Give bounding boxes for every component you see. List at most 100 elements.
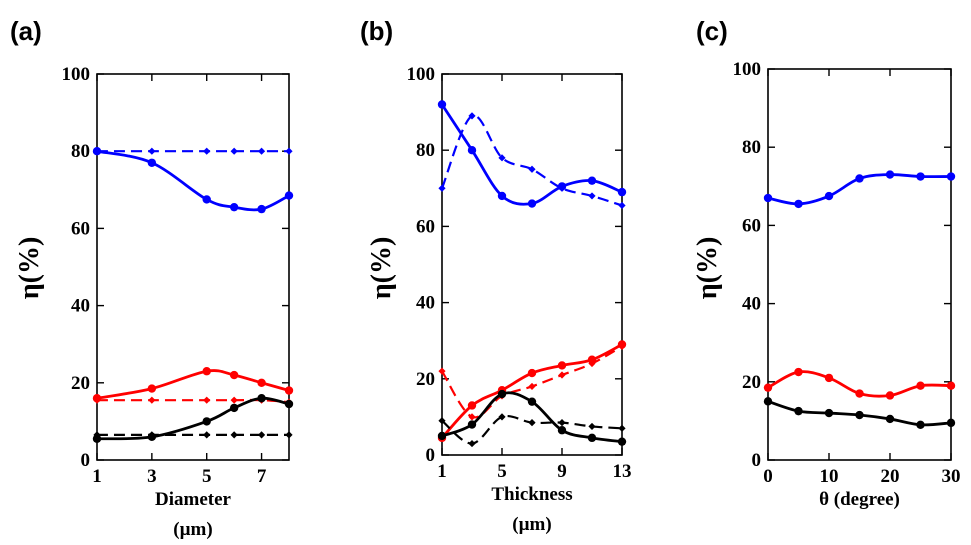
data-point [855, 174, 864, 183]
panel-c: (c) 0 20 40 60 80 100 0 10 20 30 θ (degree) η(%) [692, 16, 961, 510]
panel-a: (a) 0 20 40 60 80 100 1 3 5 7 Diameter (µm) η(%) [10, 16, 294, 540]
data-point [93, 396, 101, 404]
y-tick-label: 20 [416, 369, 435, 390]
data-point [437, 100, 447, 109]
data-point [257, 431, 266, 439]
y-tick-label: 20 [71, 373, 90, 394]
data-point [438, 367, 446, 375]
series-line [96, 149, 290, 212]
axes-frame [767, 68, 952, 461]
data-point [946, 381, 956, 390]
data-point [794, 367, 803, 377]
data-point [528, 382, 536, 391]
y-tick-label: 0 [81, 450, 91, 471]
data-point [468, 112, 476, 120]
y-tick-label: 40 [742, 294, 761, 315]
data-point [93, 147, 101, 155]
data-point [468, 413, 476, 421]
x-tick-label: 13 [613, 461, 632, 482]
data-point [498, 154, 506, 162]
y-axis-label: η(%) [692, 237, 723, 300]
data-point [437, 431, 447, 441]
data-point [203, 431, 211, 439]
x-axis-label: θ (degree) [819, 489, 900, 510]
x-axis-label: Diameter [155, 489, 232, 510]
data-point [438, 184, 446, 192]
data-point [617, 187, 627, 197]
panel-b: (b) 0 20 40 60 80 100 1 5 9 13 Thickness (µm) η(%) [360, 16, 632, 535]
data-point [617, 437, 627, 446]
data-point [824, 373, 834, 383]
data-point [203, 147, 211, 155]
data-point [588, 192, 596, 200]
data-point [557, 361, 567, 370]
x-axis-label: (µm) [173, 519, 212, 540]
data-point [558, 371, 566, 379]
data-point [916, 381, 925, 390]
data-point [229, 370, 239, 380]
data-point [284, 399, 294, 409]
data-point [467, 401, 477, 410]
data-point [855, 410, 864, 420]
data-point [284, 386, 294, 395]
panel-label: (c) [696, 16, 728, 46]
x-tick-label: 30 [942, 466, 961, 487]
data-point [257, 378, 266, 387]
y-tick-label: 80 [742, 137, 761, 158]
x-tick-label: 20 [881, 466, 900, 487]
data-point [557, 426, 567, 435]
data-point [498, 413, 506, 421]
data-point [763, 383, 773, 392]
y-tick-label: 100 [407, 64, 436, 85]
data-point [528, 419, 536, 427]
data-point [885, 414, 895, 424]
y-tick-label: 40 [416, 293, 435, 314]
data-point [794, 406, 803, 416]
data-point [468, 439, 476, 448]
data-point [527, 199, 537, 208]
data-point [229, 202, 239, 212]
x-tick-label: 1 [437, 461, 447, 482]
data-point [558, 419, 566, 427]
data-point [763, 397, 773, 406]
data-point [618, 424, 626, 432]
data-point [202, 195, 211, 204]
data-point [946, 418, 956, 428]
data-point [946, 172, 956, 181]
data-point [587, 176, 597, 185]
data-point [885, 391, 895, 400]
data-point [148, 147, 156, 155]
data-point [588, 422, 596, 431]
x-tick-label: 7 [257, 466, 267, 487]
data-point [230, 431, 238, 439]
x-axis-label: Thickness [491, 484, 572, 505]
y-tick-label: 100 [733, 59, 762, 80]
x-axis-label: (µm) [512, 514, 551, 535]
data-point [202, 367, 211, 376]
data-point [587, 433, 597, 443]
x-tick-label: 5 [202, 466, 212, 487]
y-tick-label: 60 [416, 216, 435, 237]
data-point [148, 431, 156, 439]
series-line [97, 398, 290, 404]
x-tick-label: 9 [557, 461, 567, 482]
x-tick-label: 0 [763, 466, 773, 487]
data-point [824, 408, 834, 418]
data-point [558, 184, 566, 192]
data-point [497, 191, 507, 201]
data-point [467, 146, 477, 155]
y-tick-label: 0 [426, 445, 436, 466]
data-point [855, 389, 864, 398]
data-point [202, 417, 211, 426]
data-point [528, 165, 536, 173]
data-point [618, 342, 626, 351]
data-point [497, 389, 507, 399]
y-tick-label: 40 [71, 296, 90, 317]
data-point [438, 417, 446, 425]
data-point [92, 434, 102, 443]
panel-label: (b) [360, 16, 393, 46]
data-point [916, 172, 925, 181]
x-tick-label: 10 [820, 466, 839, 487]
data-point [257, 147, 266, 155]
